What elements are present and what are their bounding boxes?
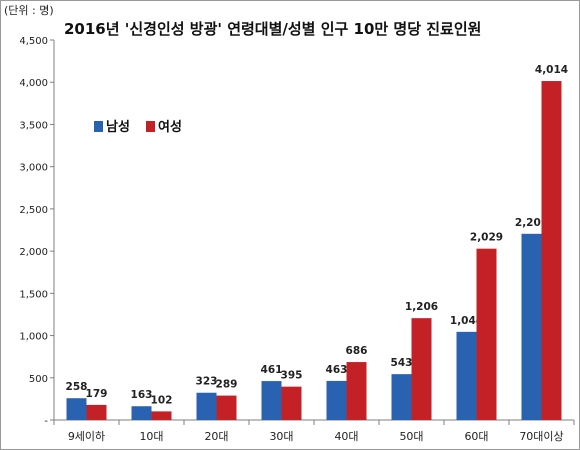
chart-title: 2016년 '신경인성 방광' 연령대별/성별 인구 10만 명당 진료인원	[64, 20, 482, 38]
bar-female	[86, 404, 107, 420]
x-tick-label: 10대	[139, 430, 163, 443]
bar-male	[456, 331, 477, 420]
bar-female	[216, 395, 237, 420]
bar-female	[151, 411, 172, 420]
data-label-female: 179	[86, 388, 108, 400]
x-tick-label: 40대	[334, 430, 358, 443]
y-tick-label: 1,000	[19, 332, 48, 343]
legend-swatch	[146, 121, 155, 132]
data-label-female: 2,029	[470, 232, 503, 244]
bar-male	[196, 392, 217, 420]
data-label-female: 1,206	[405, 301, 438, 313]
y-tick-label: 1,500	[19, 289, 48, 300]
x-tick-label: 70대이상	[519, 430, 563, 443]
data-label-male: 323	[196, 376, 218, 388]
data-label-male: 258	[66, 381, 88, 393]
bar-male	[66, 398, 87, 420]
data-label-male: 2,205	[515, 217, 548, 229]
bar-male	[131, 406, 152, 420]
bar-male	[326, 380, 347, 420]
y-tick-label: -	[44, 416, 48, 427]
data-label-male: 463	[326, 364, 348, 376]
x-tick-label: 20대	[204, 430, 228, 443]
y-tick-label: 4,000	[19, 78, 48, 89]
x-tick-label: 30대	[269, 430, 293, 443]
bar-male	[391, 374, 412, 420]
bar-male	[261, 381, 282, 420]
data-label-male: 543	[391, 357, 413, 369]
legend-swatch	[94, 121, 103, 132]
data-label-female: 395	[281, 370, 303, 382]
bar-female	[411, 318, 432, 420]
bar-female	[346, 362, 367, 420]
bar-female	[281, 386, 302, 420]
legend-label: 여성	[158, 119, 182, 135]
data-label-female: 102	[151, 394, 173, 406]
data-label-female: 686	[346, 345, 368, 357]
data-label-male: 461	[261, 364, 283, 376]
x-tick-label: 9세이하	[68, 429, 105, 443]
data-label-male: 1,044	[450, 315, 483, 327]
x-tick-label: 60대	[464, 430, 488, 443]
x-tick-label: 50대	[399, 430, 423, 443]
y-tick-label: 2,500	[19, 205, 48, 216]
y-tick-label: 500	[29, 374, 48, 385]
y-tick-label: 3,500	[19, 120, 48, 131]
bar-female	[541, 81, 562, 420]
data-label-female: 4,014	[535, 64, 568, 76]
y-tick-label: 4,500	[19, 36, 48, 47]
y-tick-label: 3,000	[19, 163, 48, 174]
data-label-male: 163	[131, 389, 153, 401]
bar-male	[521, 233, 542, 420]
y-tick-label: 2,000	[19, 247, 48, 258]
data-label-female: 289	[216, 379, 238, 391]
unit-label: (단위 : 명)	[4, 4, 54, 17]
legend-label: 남성	[106, 119, 130, 135]
bar-female	[476, 248, 497, 420]
